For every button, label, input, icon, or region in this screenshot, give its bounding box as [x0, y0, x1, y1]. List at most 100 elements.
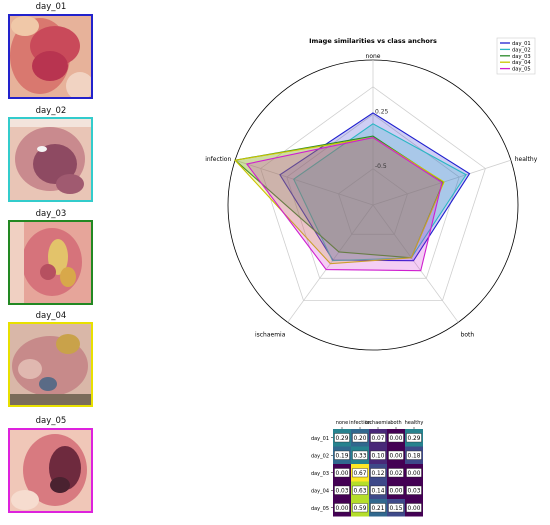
radar-legend-label: day_05: [512, 67, 531, 73]
radar-legend-label: day_04: [512, 60, 531, 66]
radar-series-group: [233, 112, 471, 272]
radar-legend-label: day_01: [512, 41, 531, 47]
heatmap-value-label: 0.14: [372, 488, 385, 494]
heatmap-value-box: [352, 485, 368, 495]
radar-legend-label: day_03: [512, 54, 531, 60]
heatmap-value-box: [334, 503, 350, 513]
heatmap-value-box: [334, 450, 350, 460]
heatmap-value-label: 0.00: [336, 471, 349, 477]
heatmap-value-box: [406, 503, 422, 513]
heatmap-value-label: 0.00: [336, 506, 349, 512]
wound-photo-day-03: [8, 220, 93, 305]
heatmap-row-labels: day_01 day_02 day_03 day_04 day_05: [311, 436, 333, 512]
radar-series-day-02: [293, 123, 467, 262]
heatmap-column-label: healthy: [405, 420, 424, 426]
heatmap-value-label: 0.03: [408, 488, 421, 494]
heatmap-value-box: [406, 450, 422, 460]
heatmap-value-label: 0.15: [390, 506, 403, 512]
heatmap-value-box: [334, 433, 350, 443]
radar-grid-ring: [260, 86, 486, 302]
radar-axis-label-both: both: [461, 331, 475, 338]
thumbnail-title-day-03: day_03: [35, 209, 67, 219]
radar-grid: [260, 86, 486, 302]
heatmap-value-label: 0.10: [372, 453, 385, 459]
heatmap-value-box: [388, 433, 404, 443]
heatmap-value-label: 0.29: [336, 436, 349, 442]
heatmap-column-label: ischaemia: [365, 420, 390, 426]
heatmap-value-label: 0.12: [372, 471, 385, 477]
heatmap-row-label: day_02: [311, 453, 329, 459]
heatmap-value-box: [352, 433, 368, 443]
heatmap-value-box: [406, 433, 422, 443]
wound-photo-day-02: [8, 117, 93, 202]
heatmap-value-label: 0.00: [390, 453, 403, 459]
radar-axis-label-none: none: [366, 53, 381, 60]
radar-series-day-04: [234, 136, 445, 265]
heatmap-value-label: 0.19: [336, 453, 349, 459]
heatmap-value-label: 0.00: [408, 506, 421, 512]
heatmap-value-box: [406, 468, 422, 478]
radar-spoke: [372, 204, 459, 323]
radar-series-day-05: [245, 136, 443, 272]
radar-grid-ring: [338, 168, 408, 235]
heatmap-value-box: [370, 468, 386, 478]
thumbnail-title-day-04: day_04: [35, 311, 67, 321]
radar-axis-label-healthy: healthy: [515, 156, 538, 163]
radar-tick-labels: -0.5 0.25: [375, 108, 389, 169]
heatmap-value-label: 0.20: [354, 436, 367, 442]
heatmap-value-label: 0.00: [390, 436, 403, 442]
heatmap-value-box: [334, 468, 350, 478]
wound-photo-day-05: [8, 428, 93, 513]
radar-axis-label-infection: infection: [205, 156, 231, 163]
heatmap-value-box: [388, 503, 404, 513]
heatmap-column-label: both: [390, 420, 401, 426]
heatmap-value-label: 0.07: [372, 436, 385, 442]
heatmap-value-box: [370, 433, 386, 443]
heatmap-value-label: 0.59: [354, 506, 367, 512]
heatmap-value-box: [388, 450, 404, 460]
heatmap-value-box: [388, 485, 404, 495]
heatmap-value-label: 0.67: [354, 471, 367, 477]
heatmap-value-label: 0.02: [390, 471, 403, 477]
radar-grid-ring: [286, 113, 460, 279]
radar-spoke: [234, 159, 374, 206]
radar-legend-label: day_02: [512, 47, 531, 53]
heatmap-value-labels: 0.29 0.20 0.07 0.00 0.29 0.19 0.33 0.10 0.00 0.18…: [334, 433, 422, 513]
heatmap-value-label: 0.18: [408, 453, 421, 459]
radar-radial-tick-label: -0.5: [375, 163, 387, 170]
heatmap-value-box: [352, 468, 368, 478]
thumbnail-title-day-05: day_05: [35, 416, 67, 426]
heatmap-value-box: [370, 450, 386, 460]
radar-chart-title: Image similarities vs class anchors: [309, 37, 437, 45]
thumbnail-title-day-02: day_02: [35, 106, 67, 116]
heatmap-value-box: [352, 503, 368, 513]
radar-chart: Image similarities vs class anchors none…: [205, 37, 538, 351]
radar-axis-label-ischaemia: ischaemia: [255, 331, 286, 338]
heatmap-value-label: 0.03: [336, 488, 349, 494]
heatmap-value-box: [370, 503, 386, 513]
heatmap-value-label: 0.63: [354, 488, 367, 494]
heatmap-value-label: 0.33: [354, 453, 367, 459]
heatmap-value-box: [370, 485, 386, 495]
heatmap-row-label: day_05: [311, 506, 329, 512]
wound-photo-day-04: [8, 322, 93, 407]
heatmap-value-box: [352, 450, 368, 460]
heatmap-row-label: day_04: [311, 488, 329, 494]
wound-photo-day-01: [8, 14, 93, 99]
heatmap-value-label: 0.00: [408, 471, 421, 477]
heatmap-column-label: infection: [349, 420, 371, 426]
heatmap-value-box: [406, 485, 422, 495]
thumbnail-title-day-01: day_01: [35, 2, 67, 12]
heatmap-value-label: 0.21: [372, 506, 385, 512]
radar-radial-tick-label: 0.25: [375, 108, 389, 115]
radar-axis-labels: none healthy both ischaemia infection: [205, 53, 537, 338]
heatmap-column-label: none: [336, 420, 348, 426]
heatmap-value-label: 0.00: [390, 488, 403, 494]
heatmap-value-box: [334, 485, 350, 495]
heatmap-row-label: day_03: [311, 471, 329, 477]
heatmap-value-box: [388, 468, 404, 478]
heatmap-value-label: 0.29: [408, 436, 421, 442]
